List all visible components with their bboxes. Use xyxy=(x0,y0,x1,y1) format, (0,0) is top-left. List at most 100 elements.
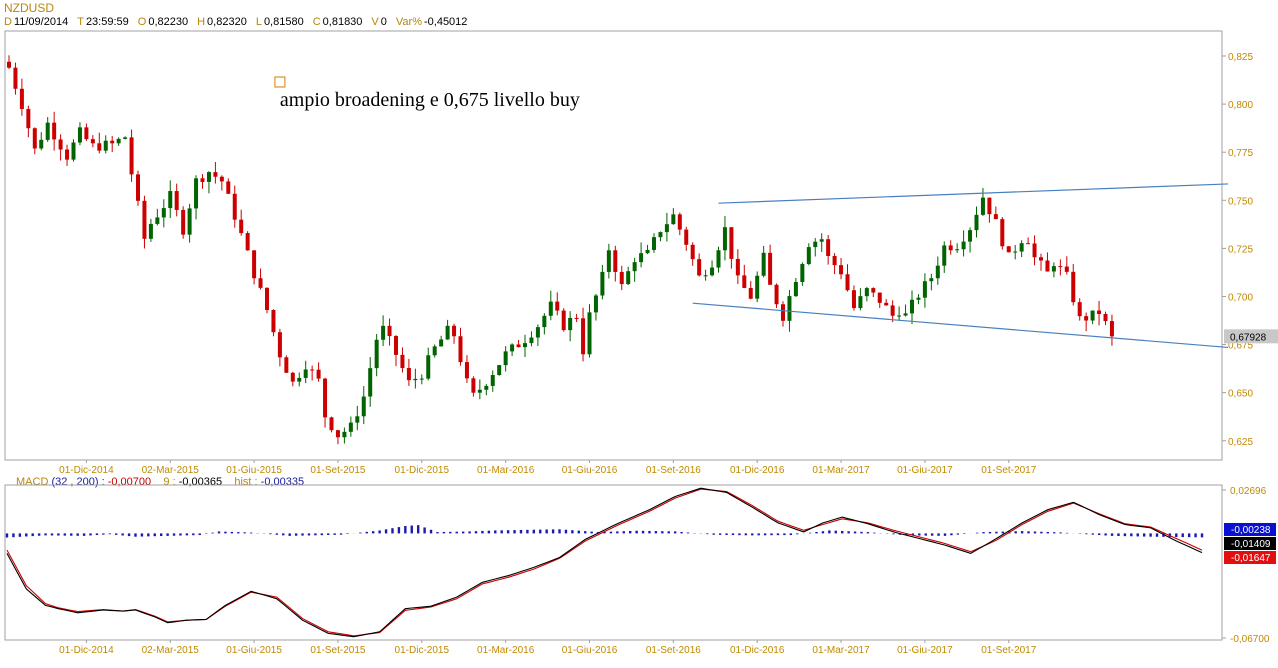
candle-body xyxy=(677,214,682,230)
candle-body xyxy=(1013,251,1018,253)
ohlc-key: Var% xyxy=(395,16,422,28)
candle-body xyxy=(1084,316,1089,321)
candle-body xyxy=(497,365,502,376)
candle-body xyxy=(1071,271,1076,303)
macd-xtick-label: 01-Giu-2015 xyxy=(226,645,282,656)
candle-body xyxy=(884,302,889,306)
price-ytick-label: 0,675 xyxy=(1228,341,1253,352)
candle-body xyxy=(987,197,992,215)
candle-body xyxy=(142,200,147,239)
candle-body xyxy=(542,315,547,328)
macd-xtick-label: 01-Giu-2016 xyxy=(562,645,618,656)
candle-body xyxy=(523,343,527,348)
candle-body xyxy=(71,142,76,160)
ohlc-key: V xyxy=(371,16,379,28)
price-xtick-label: 02-Mar-2015 xyxy=(142,465,200,476)
candle-body xyxy=(297,377,302,382)
candle-body xyxy=(1097,310,1102,315)
price-xtick-label: 01-Giu-2016 xyxy=(562,465,618,476)
candle-body xyxy=(613,250,618,272)
candle-body xyxy=(290,372,295,382)
candle-body xyxy=(335,430,340,438)
price-xtick-label: 01-Set-2015 xyxy=(310,465,365,476)
ohlc-readout: D 11/09/2014 T 23:59:59 O 0,82230 H 0,82320 L 0,8… xyxy=(4,16,476,28)
candle-body xyxy=(503,351,508,366)
candle-body xyxy=(697,259,702,276)
candle-body xyxy=(858,296,863,309)
candle-body xyxy=(484,385,489,390)
candle-body xyxy=(535,327,540,338)
macd-xtick-label: 01-Set-2017 xyxy=(981,645,1036,656)
candle-body xyxy=(368,368,373,397)
candle-body xyxy=(239,219,244,234)
price-xtick-label: 01-Mar-2016 xyxy=(477,465,535,476)
ohlc-key: C xyxy=(312,16,321,28)
price-xtick-label: 01-Dic-2014 xyxy=(59,465,114,476)
candle-body xyxy=(871,288,876,293)
candle-body xyxy=(1000,219,1005,247)
candle-body xyxy=(394,336,398,355)
candle-body xyxy=(645,249,650,254)
candle-body xyxy=(439,339,444,347)
last-price-label: 0,67928 xyxy=(1230,332,1267,343)
candle-body xyxy=(800,264,805,282)
candle-body xyxy=(1019,243,1024,252)
candle-body xyxy=(935,265,940,279)
last-price-badge xyxy=(1224,329,1278,344)
candle-body xyxy=(194,178,199,209)
candle-body xyxy=(277,332,282,358)
candle-body xyxy=(710,267,715,276)
candle-body xyxy=(664,224,669,233)
candle-body xyxy=(897,315,902,317)
candle-body xyxy=(890,305,895,316)
price-xtick-label: 01-Mar-2017 xyxy=(812,465,870,476)
candle-body xyxy=(516,344,521,348)
candle-body xyxy=(774,284,779,305)
macd-ytick-label: -0,06700 xyxy=(1230,634,1270,645)
candle-body xyxy=(787,296,792,321)
candle-body xyxy=(258,278,263,288)
candle-body xyxy=(600,271,605,296)
candle-body xyxy=(387,325,392,337)
candle-body xyxy=(303,369,308,378)
candle-body xyxy=(826,239,831,257)
candle-body xyxy=(832,256,837,266)
ohlc-value: 0,82320 xyxy=(207,16,247,28)
candle-body xyxy=(226,181,231,194)
ohlc-value: 0,81580 xyxy=(263,16,304,28)
candle-body xyxy=(948,245,953,251)
candle-body xyxy=(97,143,102,151)
candle-body xyxy=(90,139,95,144)
candle-body xyxy=(561,310,566,331)
price-ytick-label: 0,625 xyxy=(1228,437,1253,448)
candle-body xyxy=(426,355,431,379)
price-ytick-label: 0,775 xyxy=(1228,148,1253,159)
ohlc-key: H xyxy=(197,16,206,28)
candle-body xyxy=(961,241,966,250)
candle-body xyxy=(922,281,927,298)
candle-body xyxy=(490,375,495,386)
macd-xtick-label: 01-Set-2016 xyxy=(646,645,701,656)
candle-body xyxy=(839,265,844,275)
candle-body xyxy=(703,275,708,277)
candle-body xyxy=(110,140,115,144)
candle-body xyxy=(129,137,134,175)
ohlc-value: 0,82230 xyxy=(148,16,189,28)
candle-body xyxy=(593,295,598,313)
candle-body xyxy=(1103,314,1108,322)
candle-body xyxy=(722,227,727,251)
candle-body xyxy=(374,339,379,369)
candle-body xyxy=(200,178,205,182)
candle-body xyxy=(310,369,315,371)
candle-body xyxy=(432,346,437,356)
candle-body xyxy=(548,301,553,316)
price-ytick-label: 0,750 xyxy=(1228,196,1253,207)
candle-body xyxy=(793,281,798,297)
candle-body xyxy=(574,317,579,319)
candle-body xyxy=(342,431,347,438)
macd-xtick-label: 01-Dic-2016 xyxy=(730,645,785,656)
ohlc-value: 0,81830 xyxy=(322,16,363,28)
symbol-title: NZDUSD xyxy=(4,1,54,15)
candle-body xyxy=(768,252,773,285)
